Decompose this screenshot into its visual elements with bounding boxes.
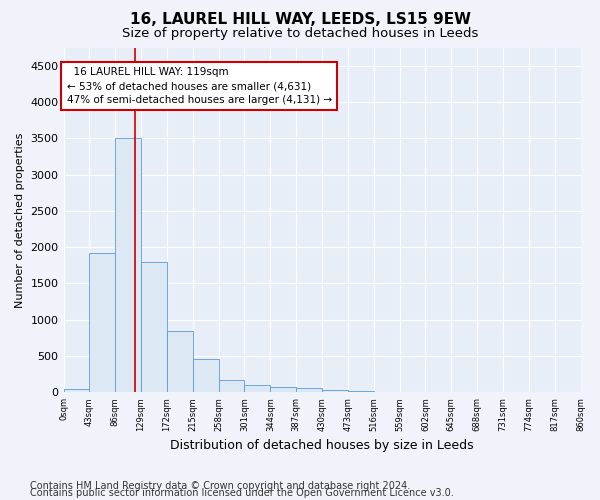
Text: Size of property relative to detached houses in Leeds: Size of property relative to detached ho… [122, 28, 478, 40]
Bar [115, 138, 141, 392]
Bar [89, 253, 115, 392]
Text: 16, LAUREL HILL WAY, LEEDS, LS15 9EW: 16, LAUREL HILL WAY, LEEDS, LS15 9EW [130, 12, 470, 28]
Bar [193, 359, 218, 392]
Bar [64, 388, 89, 392]
X-axis label: Distribution of detached houses by size in Leeds: Distribution of detached houses by size … [170, 440, 474, 452]
Bar [322, 390, 348, 392]
Text: 16 LAUREL HILL WAY: 119sqm
← 53% of detached houses are smaller (4,631)
47% of s: 16 LAUREL HILL WAY: 119sqm ← 53% of deta… [67, 67, 332, 105]
Y-axis label: Number of detached properties: Number of detached properties [15, 132, 25, 308]
Bar [271, 387, 296, 392]
Bar [141, 262, 167, 392]
Bar [296, 388, 322, 392]
Bar [244, 384, 271, 392]
Text: Contains public sector information licensed under the Open Government Licence v3: Contains public sector information licen… [30, 488, 454, 498]
Text: Contains HM Land Registry data © Crown copyright and database right 2024.: Contains HM Land Registry data © Crown c… [30, 481, 410, 491]
Bar [348, 391, 374, 392]
Bar [167, 332, 193, 392]
Bar [218, 380, 244, 392]
